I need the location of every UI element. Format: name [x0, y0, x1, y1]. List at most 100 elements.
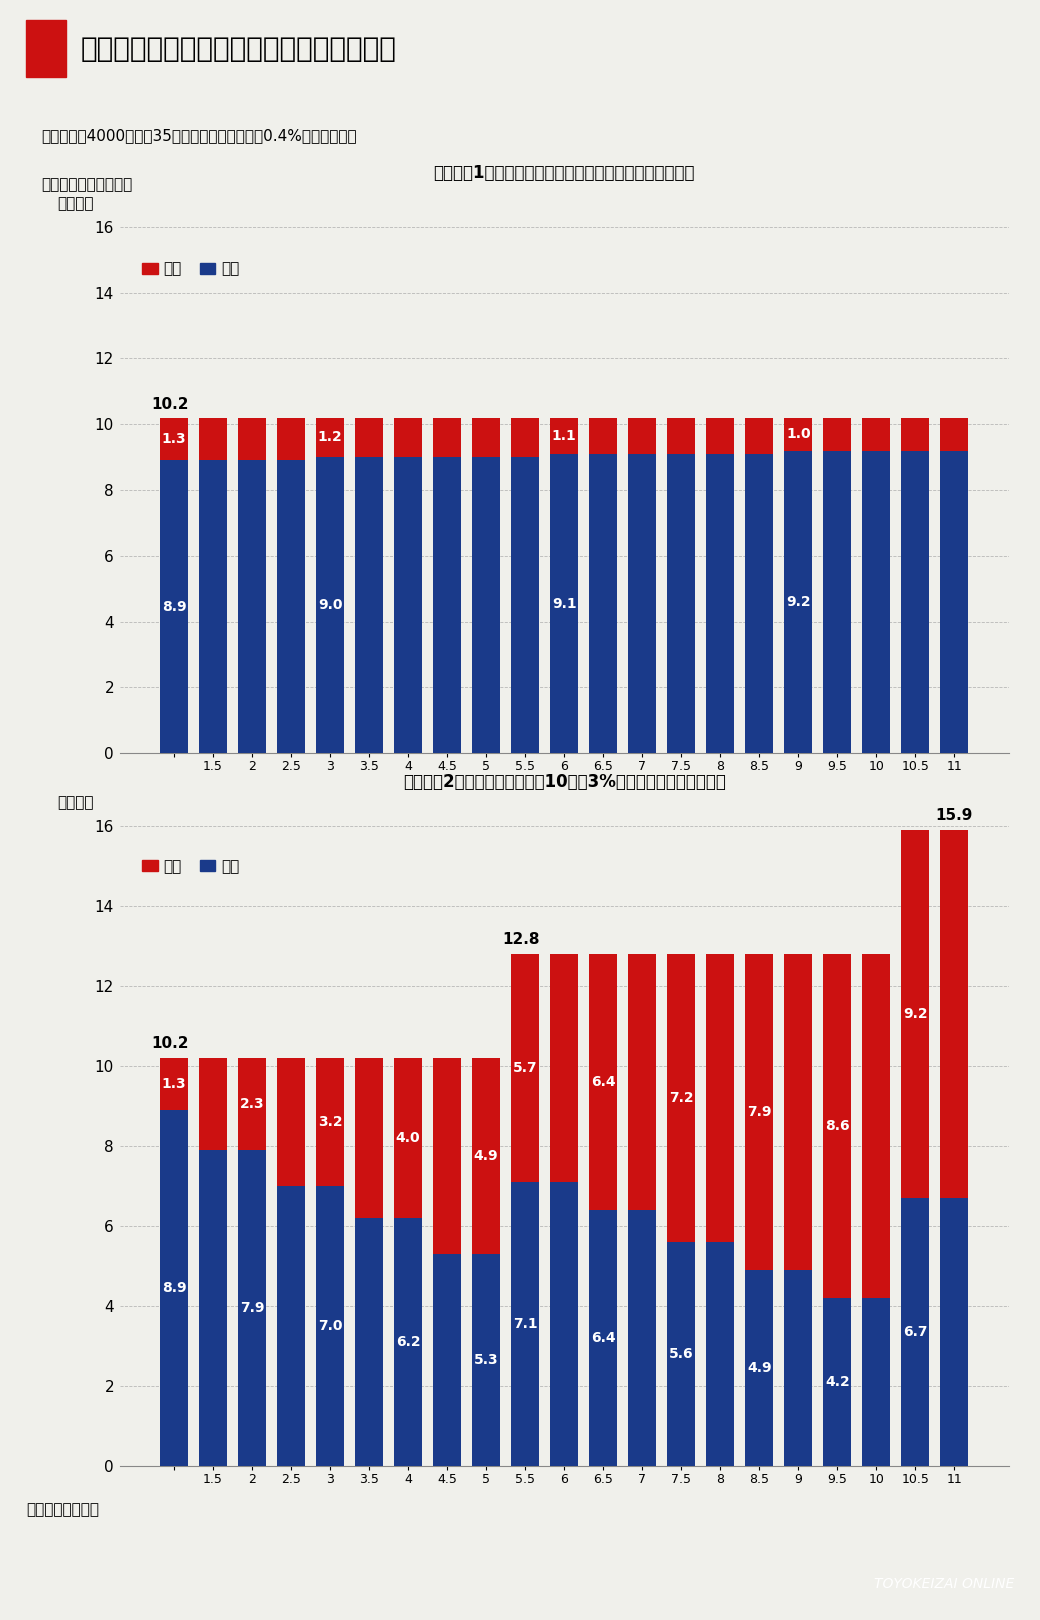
- Bar: [746, 418, 774, 454]
- Bar: [706, 454, 734, 753]
- Bar: [940, 1199, 968, 1466]
- Bar: [433, 1254, 461, 1466]
- Bar: [668, 454, 696, 753]
- Bar: [160, 418, 188, 460]
- Text: 12.8: 12.8: [502, 931, 540, 948]
- Bar: [746, 954, 774, 1270]
- Bar: [160, 1110, 188, 1466]
- Bar: [511, 418, 539, 457]
- Text: 10.2: 10.2: [152, 1035, 189, 1051]
- Text: 【ケース2：住宅ローン金利が10年で3%ペースで上昇した場合】: 【ケース2：住宅ローン金利が10年で3%ペースで上昇した場合】: [402, 773, 726, 791]
- Text: 1.3: 1.3: [162, 1077, 186, 1092]
- Bar: [628, 418, 656, 454]
- Text: 1.1: 1.1: [552, 429, 576, 442]
- Bar: [472, 457, 500, 753]
- Bar: [199, 1150, 227, 1466]
- Text: TOYOKEIZAI ONLINE: TOYOKEIZAI ONLINE: [874, 1576, 1014, 1591]
- Bar: [862, 954, 890, 1298]
- Bar: [590, 454, 618, 753]
- Bar: [316, 418, 344, 457]
- Text: 1.3: 1.3: [162, 433, 186, 446]
- Bar: [940, 829, 968, 1199]
- Text: 7.9: 7.9: [747, 1105, 772, 1119]
- Bar: [550, 418, 578, 454]
- Text: 4.2: 4.2: [825, 1375, 850, 1388]
- Bar: [746, 1270, 774, 1466]
- Bar: [277, 418, 305, 460]
- Bar: [590, 1210, 618, 1466]
- Text: 9.1: 9.1: [552, 596, 576, 611]
- Bar: [550, 954, 578, 1183]
- Bar: [355, 1218, 383, 1466]
- Bar: [238, 418, 266, 460]
- Text: 7.1: 7.1: [513, 1317, 538, 1332]
- Bar: [433, 457, 461, 753]
- Text: 9.2: 9.2: [903, 1008, 928, 1021]
- Bar: [277, 460, 305, 753]
- Bar: [238, 1150, 266, 1466]
- Bar: [862, 450, 890, 753]
- Bar: [355, 418, 383, 457]
- Bar: [824, 418, 852, 450]
- Text: 元利均等返済の例〉: 元利均等返済の例〉: [42, 177, 133, 191]
- Bar: [706, 418, 734, 454]
- Bar: [433, 418, 461, 457]
- Bar: [472, 1058, 500, 1254]
- Bar: [277, 1058, 305, 1186]
- Text: 5.3: 5.3: [474, 1353, 498, 1367]
- Bar: [511, 954, 539, 1183]
- Bar: [784, 954, 812, 1270]
- Bar: [706, 1243, 734, 1466]
- Text: 4.9: 4.9: [747, 1361, 772, 1375]
- Bar: [238, 1058, 266, 1150]
- Bar: [277, 1186, 305, 1466]
- Bar: [902, 418, 930, 450]
- Bar: [511, 1183, 539, 1466]
- Text: 【ケース1：住宅ローン金利が全く変動しなかった場合】: 【ケース1：住宅ローン金利が全く変動しなかった場合】: [434, 164, 695, 181]
- Bar: [433, 1058, 461, 1254]
- Bar: [824, 954, 852, 1298]
- Text: 9.0: 9.0: [318, 598, 342, 612]
- Text: （万円）: （万円）: [57, 795, 94, 810]
- Bar: [355, 457, 383, 753]
- Text: 2.3: 2.3: [240, 1097, 264, 1111]
- Bar: [940, 418, 968, 450]
- Bar: [746, 454, 774, 753]
- Bar: [668, 1243, 696, 1466]
- Bar: [590, 418, 618, 454]
- Bar: [628, 1210, 656, 1466]
- Text: 1
年
目: 1 年 目: [171, 1280, 178, 1324]
- Bar: [199, 460, 227, 753]
- Bar: [199, 1058, 227, 1150]
- Text: 9.2: 9.2: [786, 595, 810, 609]
- Bar: [590, 954, 618, 1210]
- Bar: [824, 1298, 852, 1466]
- Bar: [862, 418, 890, 450]
- Bar: [511, 457, 539, 753]
- Bar: [394, 418, 422, 457]
- Bar: [394, 1218, 422, 1466]
- Bar: [550, 454, 578, 753]
- Text: （出所）筆者作成: （出所）筆者作成: [26, 1502, 99, 1518]
- Bar: [394, 457, 422, 753]
- Bar: [394, 1058, 422, 1218]
- Bar: [706, 954, 734, 1243]
- Bar: [550, 1183, 578, 1466]
- Bar: [316, 1186, 344, 1466]
- Text: 6.4: 6.4: [591, 1076, 616, 1089]
- Text: 5.7: 5.7: [513, 1061, 538, 1076]
- Bar: [160, 1058, 188, 1110]
- Bar: [316, 457, 344, 753]
- Text: 3.2: 3.2: [318, 1115, 342, 1129]
- Text: 8.9: 8.9: [162, 1281, 186, 1294]
- Bar: [902, 450, 930, 753]
- Text: （万円）: （万円）: [57, 196, 94, 211]
- Legend: 利息, 元金: 利息, 元金: [136, 256, 246, 284]
- Legend: 利息, 元金: 利息, 元金: [136, 854, 246, 880]
- Text: 8.6: 8.6: [825, 1119, 850, 1132]
- Text: 8.9: 8.9: [162, 599, 186, 614]
- Bar: [668, 954, 696, 1243]
- Bar: [940, 450, 968, 753]
- Bar: [824, 450, 852, 753]
- Bar: [199, 418, 227, 460]
